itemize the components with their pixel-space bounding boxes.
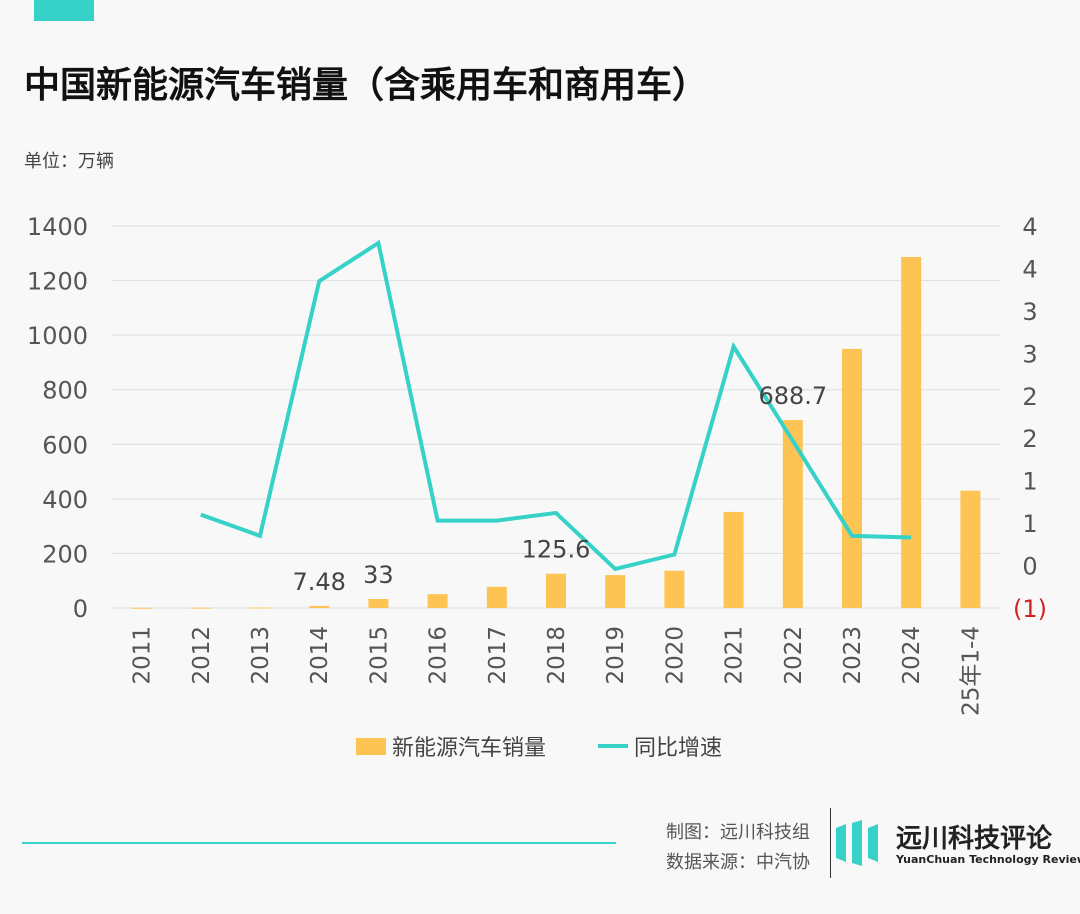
y-left-tick-label: 1200 bbox=[27, 268, 88, 296]
growth-line bbox=[200, 239, 912, 572]
logo-text-en: YuanChuan Technology Review bbox=[896, 853, 1080, 866]
y-right-tick-label: 3 bbox=[1022, 340, 1037, 368]
logo-icon bbox=[836, 820, 878, 866]
bar bbox=[723, 511, 744, 608]
y-right-tick-label: 2 bbox=[1022, 383, 1037, 411]
x-tick-label: 2012 bbox=[189, 626, 215, 685]
footer-divider bbox=[22, 842, 616, 844]
bar bbox=[842, 348, 862, 608]
footer-separator bbox=[830, 808, 831, 878]
x-tick-label: 2014 bbox=[307, 626, 333, 685]
x-tick-label: 2024 bbox=[899, 626, 925, 685]
y-left-tick-label: 800 bbox=[42, 377, 88, 405]
x-tick-label: 2022 bbox=[781, 626, 807, 685]
y-left-tick-label: 0 bbox=[73, 595, 88, 623]
x-tick-label: 2011 bbox=[130, 626, 156, 685]
bar bbox=[546, 573, 566, 608]
y-left-tick-label: 600 bbox=[42, 431, 88, 459]
bar bbox=[960, 490, 981, 608]
x-tick-label: 2013 bbox=[248, 626, 274, 685]
credit-source: 数据来源：中汽协 bbox=[666, 852, 810, 873]
legend-swatch-bar bbox=[356, 738, 386, 755]
data-label: 7.48 bbox=[292, 568, 345, 596]
legend-label-line: 同比增速 bbox=[634, 736, 722, 761]
x-tick-label: 25年1-4 bbox=[958, 626, 984, 716]
y-right-tick-label: 3 bbox=[1022, 298, 1037, 326]
y-left-tick-label: 200 bbox=[42, 540, 88, 568]
page-title: 中国新能源汽车销量（含乘用车和商用车） bbox=[24, 65, 709, 106]
x-tick-label: 2019 bbox=[603, 626, 629, 685]
data-label: 125.6 bbox=[522, 536, 591, 564]
y-left-tick-label: 1000 bbox=[27, 322, 88, 350]
y-right-tick-label: 4 bbox=[1022, 213, 1037, 241]
legend-label-bar: 新能源汽车销量 bbox=[392, 736, 546, 761]
data-label: 33 bbox=[363, 561, 394, 589]
bar bbox=[131, 607, 152, 609]
y-left-tick-label: 1400 bbox=[27, 213, 88, 241]
x-tick-label: 2016 bbox=[426, 626, 452, 685]
bar bbox=[901, 256, 922, 608]
bar bbox=[782, 420, 803, 608]
bar bbox=[664, 570, 685, 608]
bar bbox=[486, 586, 507, 608]
credit-made: 制图：远川科技组 bbox=[666, 822, 810, 843]
y-right-tick-label: 4 bbox=[1022, 255, 1037, 283]
x-tick-label: 2017 bbox=[485, 626, 511, 685]
x-tick-label: 2015 bbox=[366, 626, 392, 685]
logo-text-cn: 远川科技评论 bbox=[896, 824, 1053, 854]
y-left-tick-label: 400 bbox=[42, 486, 88, 514]
bar bbox=[427, 594, 448, 608]
bar bbox=[190, 607, 211, 609]
bar bbox=[368, 598, 389, 608]
y-right-tick-label: 1 bbox=[1022, 510, 1037, 538]
x-tick-label: 2018 bbox=[544, 626, 570, 685]
unit-label: 单位：万辆 bbox=[24, 151, 114, 172]
x-tick-label: 2021 bbox=[722, 626, 748, 685]
x-tick-label: 2020 bbox=[662, 626, 688, 685]
data-label: 688.7 bbox=[758, 382, 827, 410]
y-right-tick-label: 0 bbox=[1022, 553, 1037, 581]
y-right-tick-label: 1 bbox=[1022, 468, 1037, 496]
accent-bar bbox=[34, 0, 94, 21]
chart: 0200400600800100012001400(1)0112233447.4… bbox=[27, 213, 1047, 761]
y-right-tick-label: 2 bbox=[1022, 425, 1037, 453]
bar bbox=[605, 575, 626, 608]
x-tick-label: 2023 bbox=[840, 626, 866, 685]
bar bbox=[309, 605, 330, 608]
y-right-tick-label: (1) bbox=[1013, 595, 1047, 623]
bar bbox=[250, 607, 270, 609]
